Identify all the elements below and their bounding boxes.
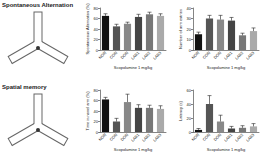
svg-text:0: 0 <box>96 130 99 135</box>
svg-text:DON: DON <box>119 132 129 142</box>
html-text:Spatial memory: Spatial memory <box>2 84 47 90</box>
svg-text:LAB1: LAB1 <box>223 50 234 61</box>
svg-text:LAB2: LAB2 <box>141 132 152 143</box>
svg-text:Scopolamine 1 mg/kg: Scopolamine 1 mg/kg <box>207 147 245 152</box>
svg-text:NOR: NOR <box>190 132 200 142</box>
svg-text:NOR: NOR <box>97 50 107 60</box>
svg-text:NOR: NOR <box>97 132 107 142</box>
svg-text:40: 40 <box>187 6 192 11</box>
svg-text:Number of arm entries: Number of arm entries <box>178 9 183 49</box>
svg-text:Scopolamine 1 mg/kg: Scopolamine 1 mg/kg <box>114 65 152 70</box>
svg-text:Scopolamine 1 mg/kg: Scopolamine 1 mg/kg <box>207 65 245 70</box>
svg-text:LAB1: LAB1 <box>130 50 141 61</box>
svg-text:DON: DON <box>212 50 222 60</box>
svg-text:LAB1: LAB1 <box>223 132 234 143</box>
svg-text:LAB3: LAB3 <box>245 50 256 61</box>
svg-text:20: 20 <box>94 37 99 42</box>
svg-text:Latency (s): Latency (s) <box>178 100 183 120</box>
svg-text:LAB3: LAB3 <box>152 132 163 143</box>
svg-text:40: 40 <box>94 27 99 32</box>
svg-text:30: 30 <box>187 16 192 21</box>
svg-text:40: 40 <box>94 109 99 114</box>
svg-text:0: 0 <box>189 130 192 135</box>
svg-text:20: 20 <box>187 116 192 121</box>
svg-text:Scopolamine 1 mg/kg: Scopolamine 1 mg/kg <box>114 147 152 152</box>
svg-text:80: 80 <box>94 6 99 11</box>
svg-text:LAB2: LAB2 <box>234 50 245 61</box>
svg-text:NOR: NOR <box>190 50 200 60</box>
svg-text:0: 0 <box>96 48 99 53</box>
svg-text:20: 20 <box>94 119 99 124</box>
svg-text:CON: CON <box>201 50 211 60</box>
svg-text:Time in novel arm (%): Time in novel arm (%) <box>85 91 90 131</box>
svg-text:CON: CON <box>108 132 118 142</box>
svg-text:LAB2: LAB2 <box>234 132 245 143</box>
svg-text:10: 10 <box>187 37 192 42</box>
svg-text:DON: DON <box>119 50 129 60</box>
svg-text:60: 60 <box>94 98 99 103</box>
svg-text:LAB3: LAB3 <box>152 50 163 61</box>
svg-text:LAB3: LAB3 <box>245 132 256 143</box>
svg-text:80: 80 <box>94 88 99 93</box>
svg-text:CON: CON <box>108 50 118 60</box>
svg-text:60: 60 <box>187 88 192 93</box>
svg-text:20: 20 <box>187 27 192 32</box>
svg-text:0: 0 <box>189 48 192 53</box>
svg-text:Spontaneous Alternation (%): Spontaneous Alternation (%) <box>85 3 90 55</box>
svg-text:DON: DON <box>212 132 222 142</box>
svg-text:LAB1: LAB1 <box>130 132 141 143</box>
svg-text:60: 60 <box>94 16 99 21</box>
svg-text:LAB2: LAB2 <box>141 50 152 61</box>
svg-text:40: 40 <box>187 102 192 107</box>
html-text:Spontaneous Alternation: Spontaneous Alternation <box>2 2 74 8</box>
svg-text:CON: CON <box>201 132 211 142</box>
